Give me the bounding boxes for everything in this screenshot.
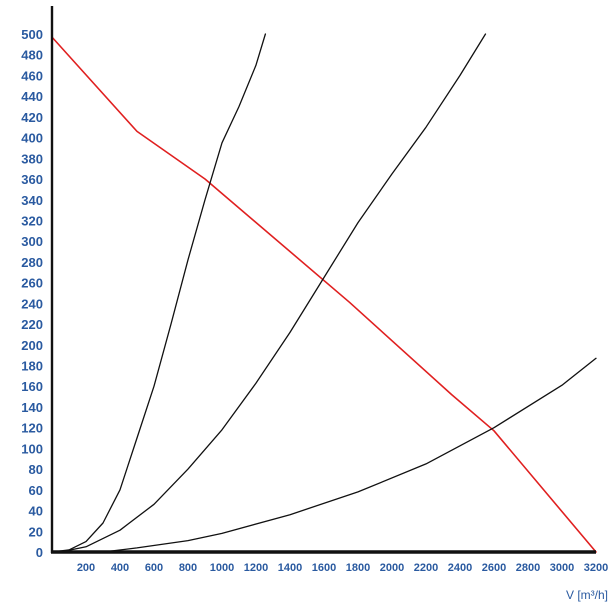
x-tick-label: 1200 <box>244 562 268 574</box>
series-line-3 <box>59 33 487 553</box>
y-tick-label: 340 <box>21 193 43 208</box>
y-tick-label: 220 <box>21 317 43 332</box>
series-line-2 <box>51 33 267 553</box>
y-tick-label: 40 <box>29 504 43 519</box>
x-tick-label: 400 <box>111 562 129 574</box>
y-tick-label: 240 <box>21 296 43 311</box>
series-line-4 <box>102 357 597 553</box>
x-tick-label: 1400 <box>278 562 302 574</box>
y-tick-label: 140 <box>21 400 43 415</box>
x-tick-label: 2600 <box>482 562 506 574</box>
x-tick-label: 3200 <box>584 562 608 574</box>
x-tick-labels: 200 400 600 800 1000 1200 1400 1600 1800 2000 2200… <box>77 562 608 574</box>
x-tick-label: 600 <box>145 562 163 574</box>
x-tick-label: 1800 <box>346 562 370 574</box>
x-tick-label: 2400 <box>448 562 472 574</box>
axes-layer <box>50 6 596 554</box>
x-tick-label: 800 <box>179 562 197 574</box>
y-tick-label: 180 <box>21 359 43 374</box>
y-tick-label: 460 <box>21 68 43 83</box>
y-tick-labels: 0 20 40 60 80 100 120 140 160 180 200 220 240 260 280 3… <box>21 27 43 560</box>
y-tick-label: 300 <box>21 234 43 249</box>
x-tick-label: 2000 <box>380 562 404 574</box>
y-tick-label: 200 <box>21 338 43 353</box>
x-tick-label: 2800 <box>516 562 540 574</box>
y-tick-label: 100 <box>21 441 43 456</box>
x-tick-label: 1000 <box>210 562 234 574</box>
y-tick-label: 440 <box>21 89 43 104</box>
y-tick-label: 260 <box>21 276 43 291</box>
y-tick-label: 400 <box>21 131 43 146</box>
y-tick-label: 0 <box>36 545 43 560</box>
y-tick-label: 80 <box>29 462 43 477</box>
x-tick-label: 200 <box>77 562 95 574</box>
x-tick-label: 2200 <box>414 562 438 574</box>
x-axis-title: V [m³/h] <box>566 588 608 602</box>
y-tick-label: 420 <box>21 110 43 125</box>
y-tick-label: 380 <box>21 151 43 166</box>
y-tick-label: 320 <box>21 213 43 228</box>
x-tick-label: 3000 <box>550 562 574 574</box>
y-tick-label: 20 <box>29 524 43 539</box>
y-tick-label: 480 <box>21 48 43 63</box>
y-tick-label: 160 <box>21 379 43 394</box>
y-tick-label: 60 <box>29 483 43 498</box>
x-tick-label: 1600 <box>312 562 336 574</box>
y-tick-label: 360 <box>21 172 43 187</box>
series-layer <box>51 33 597 553</box>
y-tick-label: 120 <box>21 421 43 436</box>
y-tick-label: 500 <box>21 27 43 42</box>
series-line-1 <box>51 36 597 553</box>
y-tick-label: 280 <box>21 255 43 270</box>
